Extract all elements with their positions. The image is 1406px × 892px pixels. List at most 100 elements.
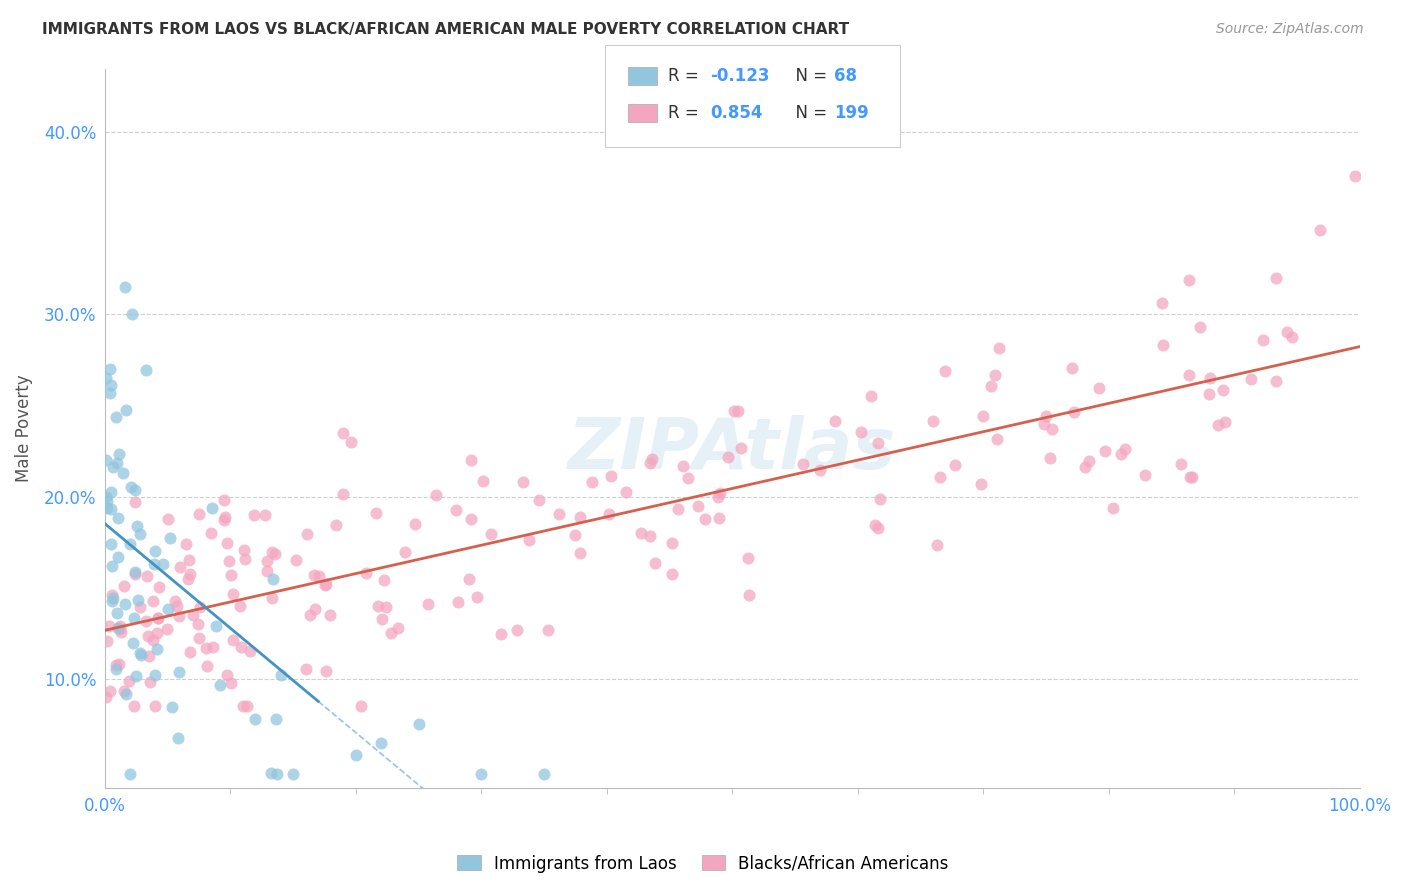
Point: [148, 580, 170, 594]
Point: [581, 475, 603, 489]
Point: [638, 456, 661, 470]
Point: [1178, 368, 1201, 382]
Point: [661, 566, 683, 581]
Point: [517, 533, 540, 547]
Point: [661, 535, 683, 549]
Point: [869, 491, 891, 506]
Point: [564, 528, 586, 542]
Point: [1213, 415, 1236, 429]
Point: [125, 518, 148, 533]
Point: [101, 588, 124, 602]
Point: [446, 595, 468, 609]
Point: [124, 567, 146, 582]
Point: [599, 468, 621, 483]
Point: [96, 634, 118, 648]
Point: [96, 690, 118, 704]
Point: [686, 499, 709, 513]
Point: [380, 625, 402, 640]
Point: [128, 646, 150, 660]
Point: [354, 566, 377, 580]
Point: [243, 508, 266, 522]
Point: [614, 485, 637, 500]
Point: [984, 368, 1007, 382]
Point: [262, 591, 284, 606]
Point: [270, 667, 292, 681]
Point: [375, 599, 398, 614]
Point: [302, 568, 325, 582]
Point: [315, 664, 337, 678]
Point: [245, 712, 267, 726]
Point: [105, 456, 128, 470]
Point: [723, 404, 745, 418]
Point: [943, 458, 966, 472]
Point: [146, 611, 169, 625]
Point: [100, 502, 122, 516]
Point: [222, 587, 245, 601]
Point: [124, 610, 146, 624]
Point: [350, 699, 373, 714]
Point: [460, 453, 482, 467]
Point: [121, 636, 143, 650]
Point: [260, 766, 283, 780]
Point: [922, 414, 945, 428]
Point: [169, 560, 191, 574]
Point: [470, 766, 492, 780]
Point: [108, 447, 131, 461]
Point: [986, 432, 1008, 446]
Point: [145, 699, 167, 714]
Point: [1060, 360, 1083, 375]
Point: [489, 627, 512, 641]
Point: [179, 645, 201, 659]
Point: [118, 537, 141, 551]
Point: [159, 531, 181, 545]
Text: R =: R =: [668, 104, 704, 122]
Point: [304, 601, 326, 615]
Point: [101, 459, 124, 474]
Point: [676, 471, 699, 485]
Point: [143, 544, 166, 558]
Point: [118, 766, 141, 780]
Point: [568, 546, 591, 560]
Point: [373, 573, 395, 587]
Point: [202, 640, 225, 655]
Point: [96, 453, 118, 467]
Point: [217, 536, 239, 550]
Point: [177, 553, 200, 567]
Text: N =: N =: [785, 67, 832, 85]
Point: [1114, 442, 1136, 456]
Point: [859, 389, 882, 403]
Point: [863, 518, 886, 533]
Point: [253, 508, 276, 522]
Y-axis label: Male Poverty: Male Poverty: [15, 375, 32, 483]
Point: [408, 717, 430, 731]
Point: [666, 502, 689, 516]
Point: [299, 607, 322, 622]
Point: [970, 477, 993, 491]
Point: [569, 509, 592, 524]
Point: [214, 510, 236, 524]
Point: [730, 441, 752, 455]
Point: [1032, 417, 1054, 431]
Point: [138, 648, 160, 663]
Point: [167, 731, 190, 746]
Point: [181, 607, 204, 622]
Point: [114, 402, 136, 417]
Point: [114, 597, 136, 611]
Point: [100, 377, 122, 392]
Point: [315, 577, 337, 591]
Point: [824, 414, 846, 428]
Point: [260, 545, 283, 559]
Point: [232, 699, 254, 714]
Point: [179, 567, 201, 582]
Point: [101, 559, 124, 574]
Point: [1063, 405, 1085, 419]
Point: [1152, 295, 1174, 310]
Point: [1074, 460, 1097, 475]
Point: [209, 678, 232, 692]
Point: [460, 512, 482, 526]
Point: [166, 599, 188, 614]
Point: [218, 554, 240, 568]
Point: [212, 513, 235, 527]
Point: [201, 501, 224, 516]
Point: [972, 409, 994, 424]
